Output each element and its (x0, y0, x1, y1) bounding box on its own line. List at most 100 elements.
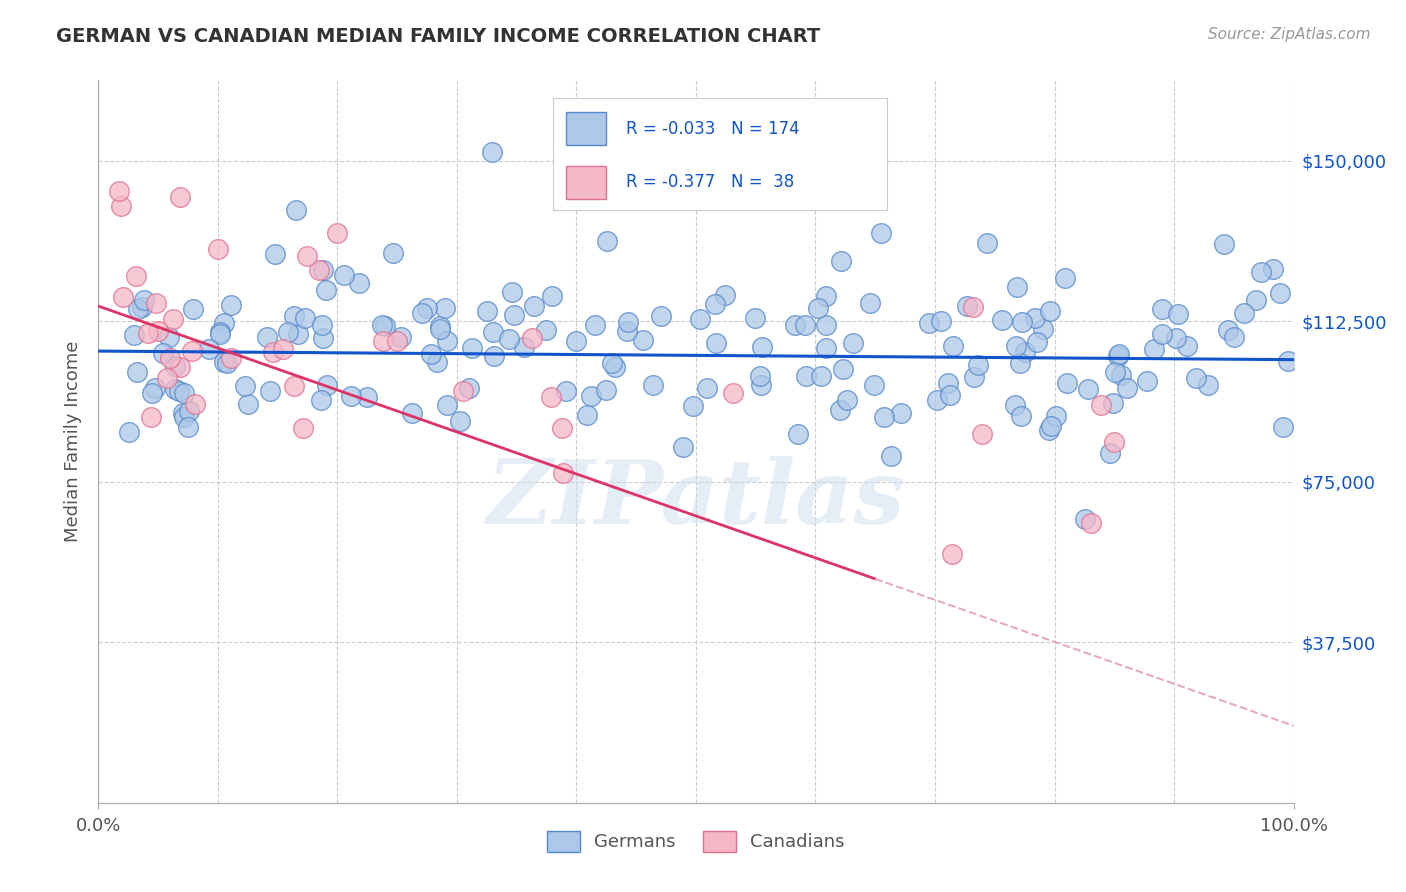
Point (277, 325, 299, 339)
Point (1218, 323, 1240, 337)
Point (162, 311, 184, 326)
Point (312, 331, 335, 345)
Point (835, 392, 858, 407)
Point (419, 347, 441, 361)
Point (434, 301, 457, 315)
Point (262, 345, 284, 359)
Point (1077, 382, 1099, 396)
Point (1039, 303, 1062, 318)
Point (551, 421, 574, 435)
Point (287, 327, 309, 342)
Point (1232, 306, 1254, 320)
Point (169, 190, 191, 204)
Point (703, 297, 725, 311)
Point (215, 356, 238, 370)
Point (748, 368, 770, 383)
Point (918, 316, 941, 330)
Point (596, 234, 619, 248)
Point (163, 383, 186, 397)
Point (1116, 381, 1139, 395)
Point (381, 245, 404, 260)
Point (551, 467, 574, 481)
Point (122, 327, 145, 342)
Point (1104, 365, 1126, 379)
Point (131, 301, 153, 315)
Point (159, 351, 181, 366)
Point (177, 420, 200, 434)
Point (156, 370, 179, 384)
Point (1107, 349, 1129, 363)
Point (830, 253, 852, 268)
Point (1250, 264, 1272, 278)
Point (643, 378, 665, 392)
Point (1223, 330, 1246, 344)
Point (132, 293, 155, 307)
Point (689, 311, 711, 326)
Point (1268, 286, 1291, 301)
Point (436, 398, 458, 412)
Point (830, 403, 852, 417)
Point (173, 410, 195, 425)
Point (283, 379, 305, 393)
Point (1073, 512, 1095, 526)
Point (1277, 354, 1299, 368)
Point (744, 310, 766, 325)
Point (1150, 302, 1173, 317)
Point (271, 342, 294, 356)
Point (219, 298, 242, 312)
Point (145, 295, 167, 310)
Point (605, 359, 627, 374)
Point (962, 300, 984, 314)
Point (1109, 368, 1132, 383)
Point (991, 313, 1014, 327)
Text: Source: ZipAtlas.com: Source: ZipAtlas.com (1208, 27, 1371, 42)
Point (183, 302, 205, 317)
Point (181, 344, 204, 359)
Point (308, 263, 330, 277)
Point (169, 360, 191, 375)
Point (880, 449, 903, 463)
Point (1045, 409, 1067, 424)
Point (461, 341, 484, 355)
Point (169, 384, 191, 399)
Point (534, 323, 557, 337)
Point (1056, 376, 1078, 390)
Point (481, 145, 503, 160)
Point (163, 359, 186, 373)
Point (326, 226, 349, 240)
Point (617, 314, 640, 328)
Point (1136, 375, 1159, 389)
Point (832, 361, 855, 376)
Point (340, 388, 363, 402)
Point (148, 324, 170, 338)
Point (936, 376, 959, 390)
Point (1005, 339, 1028, 353)
Point (862, 378, 884, 392)
Point (110, 199, 132, 213)
Point (198, 342, 221, 356)
Point (976, 235, 998, 250)
Point (349, 276, 371, 290)
Point (125, 269, 148, 284)
Legend: Germans, Canadians: Germans, Canadians (540, 823, 852, 859)
Point (172, 406, 194, 420)
Point (373, 334, 395, 348)
Point (309, 392, 332, 407)
Point (555, 384, 578, 399)
Point (938, 387, 960, 401)
Point (1213, 236, 1236, 251)
Point (970, 427, 993, 442)
Point (1010, 409, 1032, 423)
Point (749, 377, 772, 392)
Point (451, 384, 474, 398)
Point (794, 318, 817, 332)
Point (1024, 311, 1046, 326)
Point (842, 335, 865, 350)
Point (1026, 334, 1049, 349)
Point (138, 326, 160, 340)
Point (179, 403, 201, 417)
Point (426, 354, 449, 368)
Point (751, 340, 773, 354)
Text: ZIPatlas: ZIPatlas (488, 456, 904, 542)
Point (616, 324, 638, 338)
